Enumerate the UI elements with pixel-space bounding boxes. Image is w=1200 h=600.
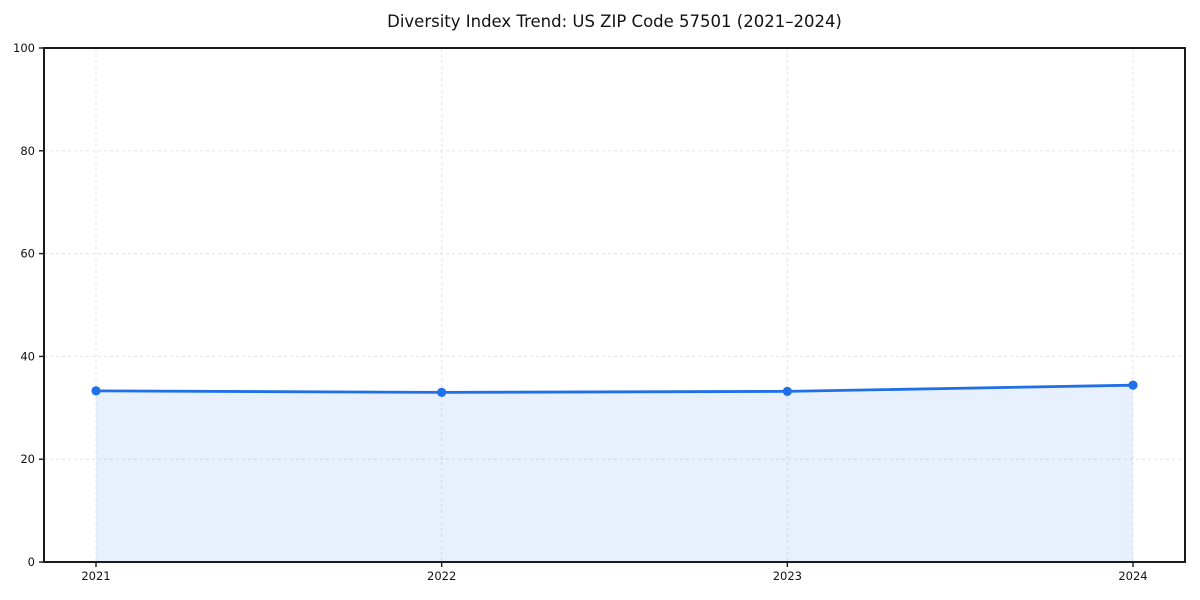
data-point-marker [437, 387, 447, 397]
y-tick-label: 0 [28, 555, 35, 569]
x-tick-label: 2022 [427, 569, 456, 583]
plot-background [44, 48, 1185, 562]
chart-title: Diversity Index Trend: US ZIP Code 57501… [387, 12, 842, 31]
area-fill [96, 385, 1133, 562]
x-tick-label: 2023 [773, 569, 802, 583]
y-tick-label: 40 [20, 349, 35, 363]
y-tick-label: 20 [20, 452, 35, 466]
data-point-marker [782, 386, 792, 396]
x-tick-label: 2024 [1118, 569, 1147, 583]
y-tick-label: 80 [20, 144, 35, 158]
series-line [94, 383, 1135, 394]
x-tick-label: 2021 [81, 569, 110, 583]
y-tick-label: 100 [13, 41, 35, 55]
data-point-marker [1128, 380, 1138, 390]
data-point-marker [91, 386, 101, 396]
axes-box [43, 47, 1186, 563]
y-tick-label: 60 [20, 247, 35, 261]
